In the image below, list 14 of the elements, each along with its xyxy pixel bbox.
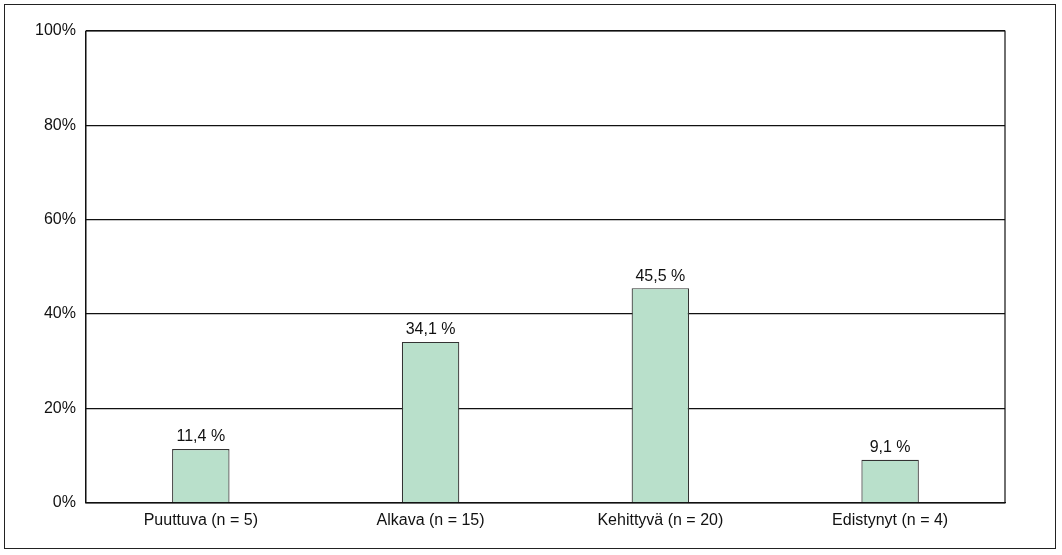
x-tick-label: Edistynyt (n = 4) bbox=[832, 510, 949, 528]
x-tick-label: Alkava (n = 15) bbox=[376, 510, 485, 528]
x-tick-label: Kehittyvä (n = 20) bbox=[597, 510, 724, 528]
y-tick-label: 20% bbox=[43, 398, 76, 416]
y-tick-label: 60% bbox=[43, 210, 76, 228]
y-tick-label: 40% bbox=[43, 304, 76, 322]
y-tick-label: 0% bbox=[52, 493, 76, 511]
y-tick-label: 80% bbox=[43, 115, 76, 133]
data-label: 11,4 % bbox=[176, 427, 226, 445]
data-label: 34,1 % bbox=[405, 320, 456, 338]
data-label: 45,5 % bbox=[635, 266, 686, 284]
x-tick-label: Puuttuva (n = 5) bbox=[143, 510, 258, 528]
y-tick-label: 100% bbox=[35, 21, 76, 39]
data-label: 9,1 % bbox=[869, 438, 911, 456]
